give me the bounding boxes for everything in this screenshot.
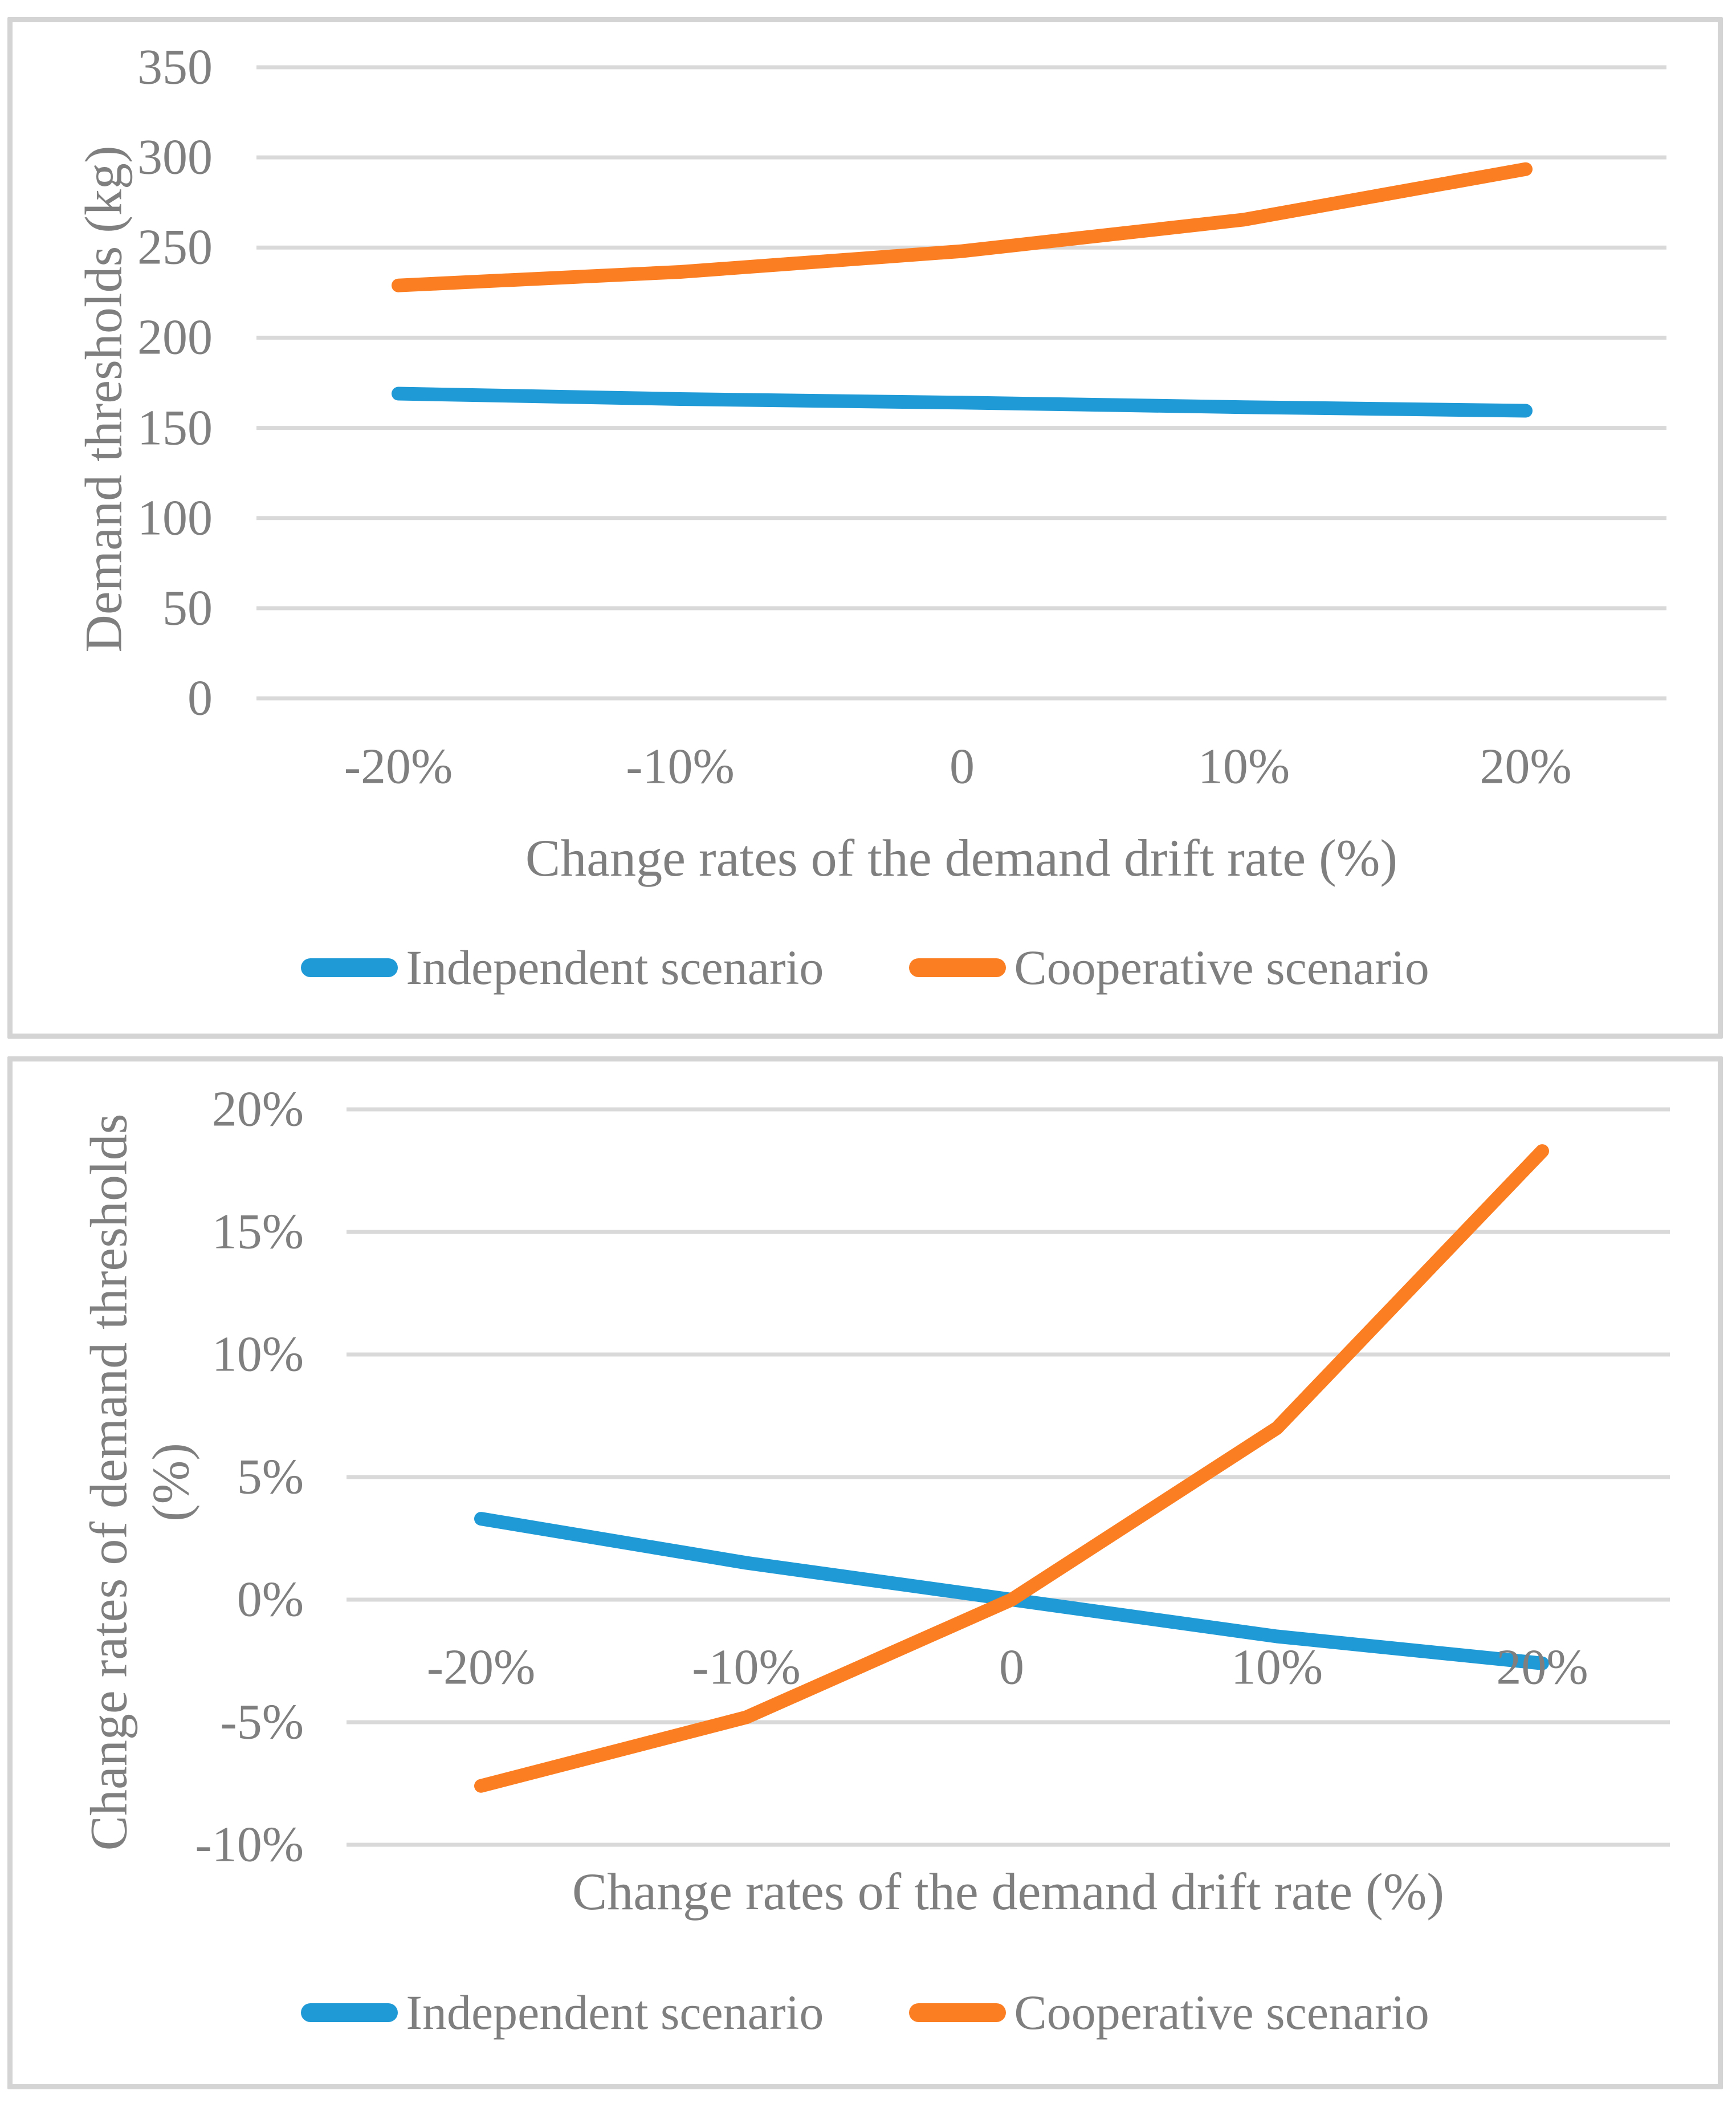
x-tick-label: 20% xyxy=(1496,1640,1588,1695)
y-axis-title: Change rates of demand thresholds (%) xyxy=(78,1114,201,1851)
legend-swatch-cooperative-line xyxy=(909,2003,1006,2022)
y-tick-label: 250 xyxy=(137,219,213,275)
y-axis-title: Demand thresholds (kg) xyxy=(74,145,133,653)
x-axis-title: Change rates of the demand drift rate (%… xyxy=(525,829,1398,887)
y-tick-label: -10% xyxy=(195,1817,304,1873)
y-tick-label: 350 xyxy=(137,39,213,95)
x-tick-label: -10% xyxy=(626,739,735,795)
y-axis-title-line: (%) xyxy=(141,1443,199,1522)
y-tick-label: 0 xyxy=(188,670,213,726)
y-tick-label: 5% xyxy=(237,1449,304,1505)
legend-label: Independent scenario xyxy=(406,1985,824,2040)
legend-swatch-independent-line xyxy=(301,2003,398,2022)
x-tick-label: -10% xyxy=(692,1640,801,1695)
y-tick-label: 300 xyxy=(137,129,213,185)
y-tick-label: 50 xyxy=(162,580,213,636)
x-tick-label: 10% xyxy=(1230,1640,1323,1695)
top-chart-plot xyxy=(256,65,1666,701)
legend: Independent scenario Cooperative scenario xyxy=(7,939,1723,996)
y-tick-label: 200 xyxy=(137,310,213,365)
y-tick-label: 0% xyxy=(237,1572,304,1628)
y-tick-label: 150 xyxy=(137,400,213,456)
legend-item-cooperative: Cooperative scenario xyxy=(909,1984,1429,2041)
legend-swatch-independent-line xyxy=(301,958,398,977)
legend-label: Cooperative scenario xyxy=(1014,940,1429,995)
y-axis-title-line: Change rates of demand thresholds xyxy=(79,1113,138,1851)
y-tick-label: -5% xyxy=(220,1694,304,1750)
legend-swatch-cooperative-line xyxy=(909,958,1006,977)
legend-item-cooperative: Cooperative scenario xyxy=(909,939,1429,996)
x-tick-label: -20% xyxy=(426,1640,536,1695)
legend-item-independent: Independent scenario xyxy=(301,1984,824,2041)
cooperative-series-line xyxy=(392,162,1533,292)
independent-series-line xyxy=(392,387,1533,418)
legend-item-independent: Independent scenario xyxy=(301,939,824,996)
y-tick-label: 15% xyxy=(211,1204,304,1260)
x-tick-label: 0 xyxy=(949,739,975,795)
cooperative-series-line xyxy=(474,1144,1549,1793)
legend-label: Cooperative scenario xyxy=(1014,1985,1429,2040)
y-tick-label: 20% xyxy=(211,1081,304,1137)
x-axis-title: Change rates of the demand drift rate (%… xyxy=(572,1862,1445,1921)
y-tick-label: 100 xyxy=(137,490,213,546)
x-tick-label: -20% xyxy=(344,739,453,795)
x-tick-label: 20% xyxy=(1480,739,1572,795)
legend: Independent scenario Cooperative scenario xyxy=(7,1984,1723,2041)
x-tick-label: 0 xyxy=(999,1640,1024,1695)
y-tick-label: 10% xyxy=(211,1327,304,1382)
x-tick-label: 10% xyxy=(1197,739,1290,795)
legend-label: Independent scenario xyxy=(406,940,824,995)
bottom-chart-plot xyxy=(347,1107,1670,1847)
